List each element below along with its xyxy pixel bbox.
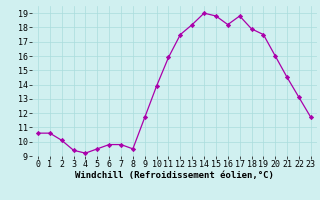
X-axis label: Windchill (Refroidissement éolien,°C): Windchill (Refroidissement éolien,°C) bbox=[75, 171, 274, 180]
